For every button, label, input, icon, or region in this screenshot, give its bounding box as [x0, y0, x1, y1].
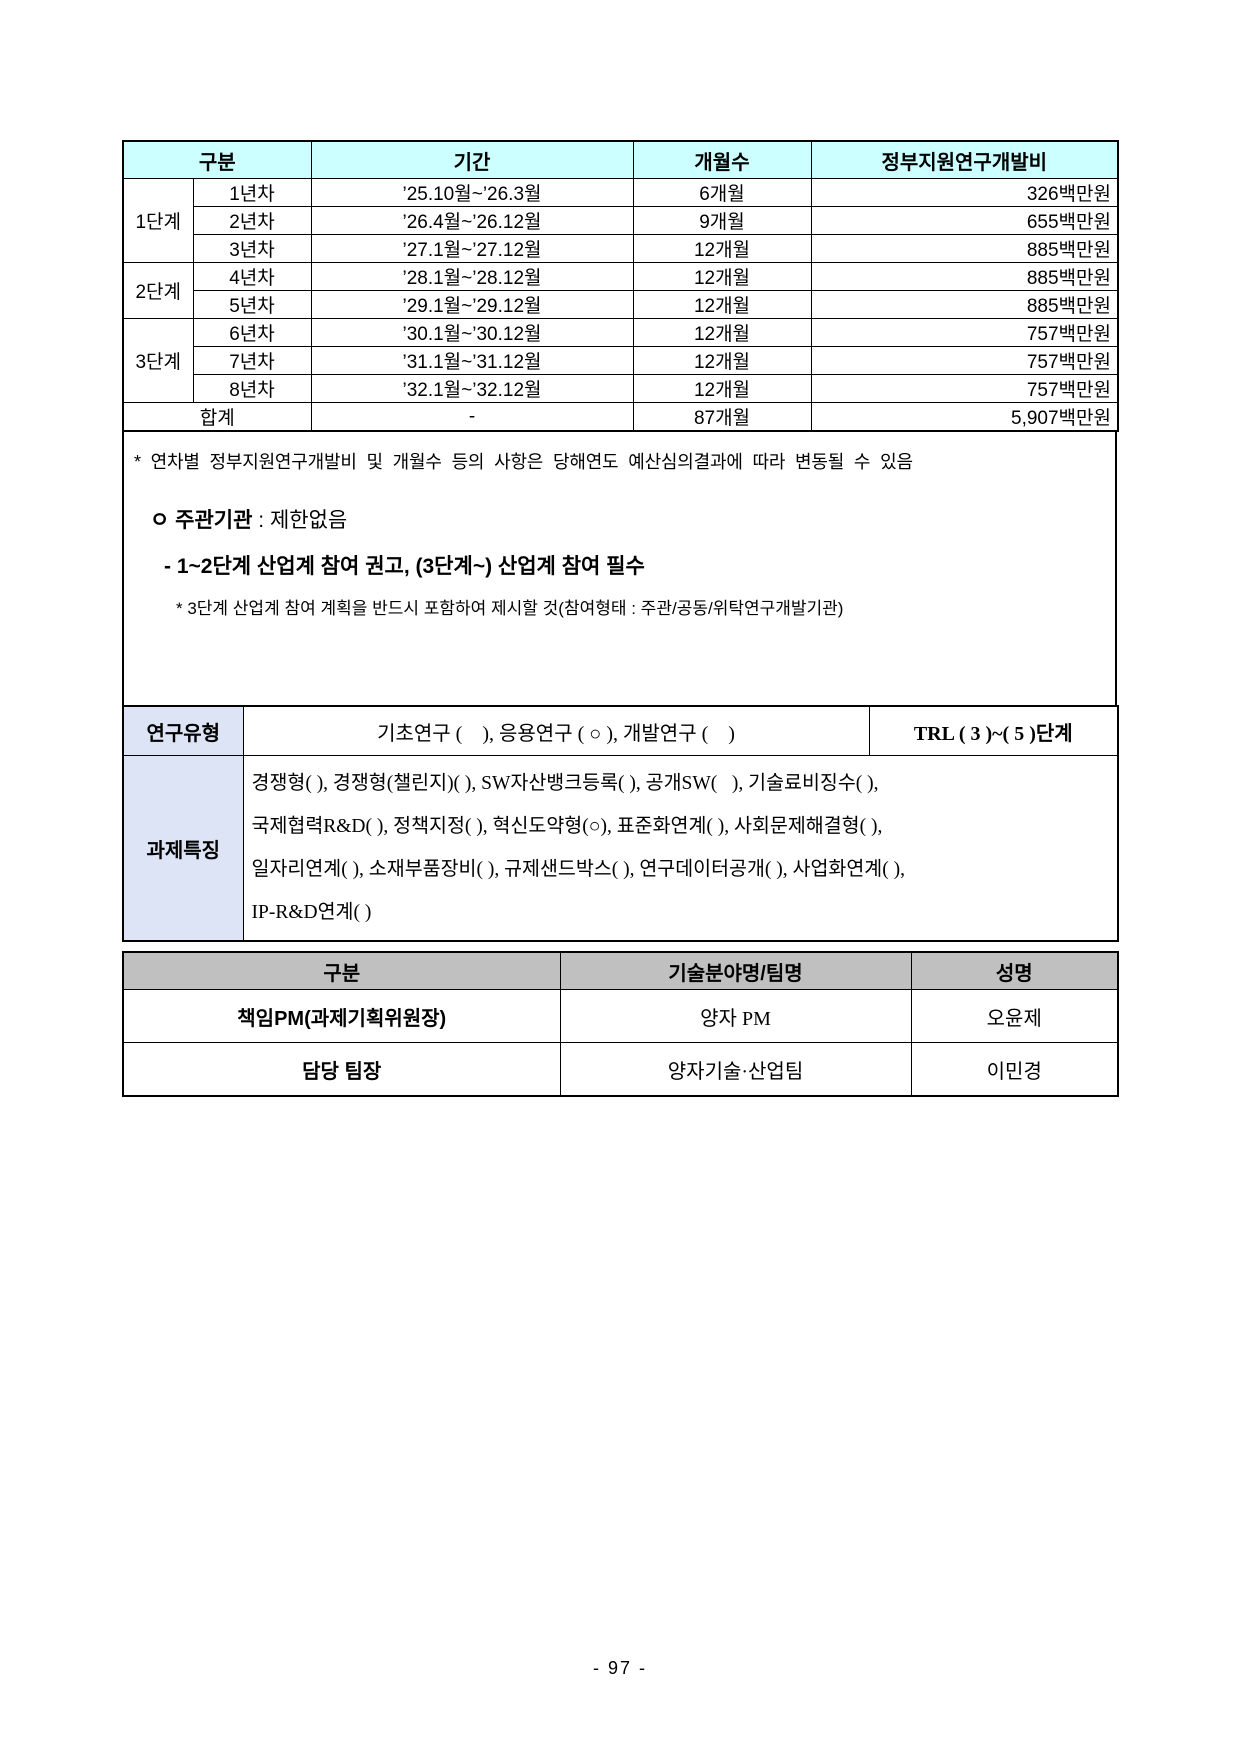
research-type-table: 연구유형 기초연구 ( ), 응용연구 ( ○ ), 개발연구 ( ) TRL …: [122, 705, 1119, 942]
pm-header-row: 구분 기술분야명/팀명 성명: [122, 951, 1119, 990]
months-cell: 12개월: [632, 374, 812, 403]
task-features-label: 과제특징: [122, 755, 244, 942]
header-gubun: 구분: [122, 140, 312, 179]
research-type-options: 기초연구 ( ), 응용연구 ( ○ ), 개발연구 ( ): [242, 705, 870, 756]
header-budget: 정부지원연구개발비: [810, 140, 1119, 179]
pm-table: 구분 기술분야명/팀명 성명 책임PM(과제기획위원장) 양자 PM 오윤제 담…: [122, 951, 1119, 1097]
pm-name-cell: 오윤제: [910, 989, 1119, 1043]
pm-row: 책임PM(과제기획위원장) 양자 PM 오윤제: [122, 989, 1119, 1043]
total-months-cell: 87개월: [632, 402, 812, 432]
budget-cell: 885백만원: [810, 262, 1119, 291]
task-features-row: 과제특징 경쟁형( ), 경쟁형(챌린지)( ), SW자산뱅크등록( ), 공…: [122, 755, 1119, 942]
pm-role-cell: 담당 팀장: [122, 1042, 561, 1097]
host-bullet: ㅇ: [150, 509, 176, 532]
period-cell: ’32.1월~’32.12월: [310, 374, 634, 403]
year-cell: 2년차: [192, 206, 312, 235]
task-features-content: 경쟁형( ), 경쟁형(챌린지)( ), SW자산뱅크등록( ), 공개SW( …: [242, 755, 1119, 942]
months-cell: 9개월: [632, 206, 812, 235]
months-cell: 12개월: [632, 346, 812, 375]
research-type-row: 연구유형 기초연구 ( ), 응용연구 ( ○ ), 개발연구 ( ) TRL …: [122, 705, 1119, 756]
months-cell: 12개월: [632, 290, 812, 319]
budget-cell: 885백만원: [810, 234, 1119, 263]
research-type-label: 연구유형: [122, 705, 244, 756]
total-row: 합계 - 87개월 5,907백만원: [122, 402, 1119, 432]
host-colon: :: [252, 509, 270, 532]
period-cell: ’26.4월~’26.12월: [310, 206, 634, 235]
budget-cell: 757백만원: [810, 374, 1119, 403]
task-features-line: 국제협력R&D( ), 정책지정( ), 혁신도약형(○), 표준화연계( ),…: [251, 816, 883, 837]
year-cell: 1년차: [192, 178, 312, 207]
host-institution-line: ㅇ 주관기관 : 제한없음: [134, 504, 1103, 534]
budget-cell: 326백만원: [810, 178, 1119, 207]
table-row: 2년차 ’26.4월~’26.12월 9개월 655백만원: [123, 206, 1119, 235]
pm-team-cell: 양자 PM: [559, 989, 912, 1043]
year-cell: 3년차: [192, 234, 312, 263]
industry-participation-note: * 3단계 산업계 참여 계획을 반드시 포함하여 제시할 것(참여형태 : 주…: [176, 599, 844, 618]
table-row: 2단계 4년차 ’28.1월~’28.12월 12개월 885백만원: [122, 262, 1119, 319]
budget-cell: 885백만원: [810, 290, 1119, 319]
schedule-table: 구분 기간 개월수 정부지원연구개발비 1단계 1년차 ’25.10월~’26.…: [122, 140, 1119, 432]
period-cell: ’25.10월~’26.3월: [310, 178, 634, 207]
budget-cell: 655백만원: [810, 206, 1119, 235]
pm-name-cell: 이민경: [910, 1042, 1119, 1097]
table-row: 3단계 6년차 ’30.1월~’30.12월 12개월 757백만원: [122, 318, 1119, 403]
header-period: 기간: [310, 140, 634, 179]
stage-cell: 1단계: [122, 178, 194, 263]
total-period-cell: -: [310, 402, 634, 432]
table-row: 7년차 ’31.1월~’31.12월 12개월 757백만원: [123, 346, 1119, 375]
pm-header-team: 기술분야명/팀명: [559, 951, 912, 990]
year-cell: 8년차: [192, 374, 312, 403]
period-cell: ’28.1월~’28.12월: [310, 262, 634, 291]
budget-variation-note: * 연차별 정부지원연구개발비 및 개월수 등의 사항은 당해연도 예산심의결과…: [134, 452, 913, 472]
year-cell: 7년차: [192, 346, 312, 375]
months-cell: 12개월: [632, 234, 812, 263]
total-label-cell: 합계: [122, 402, 312, 432]
schedule-header-row: 구분 기간 개월수 정부지원연구개발비: [122, 140, 1119, 179]
host-label: 주관기관: [175, 509, 253, 532]
period-cell: ’30.1월~’30.12월: [310, 318, 634, 347]
table-row: 3년차 ’27.1월~’27.12월 12개월 885백만원: [123, 234, 1119, 263]
stage-cell: 2단계: [122, 262, 194, 319]
industry-participation-line: - 1~2단계 산업계 참여 권고, (3단계~) 산업계 참여 필수: [164, 555, 645, 578]
table-row: 8년차 ’32.1월~’32.12월 12개월 757백만원: [123, 374, 1119, 403]
task-features-line: 일자리연계( ), 소재부품장비( ), 규제샌드박스( ), 연구데이터공개(…: [251, 859, 905, 880]
year-cell: 6년차: [192, 318, 312, 347]
total-budget-cell: 5,907백만원: [810, 402, 1119, 432]
pm-row: 담당 팀장 양자기술·산업팀 이민경: [122, 1042, 1119, 1097]
pm-header-name: 성명: [910, 951, 1119, 990]
table-row: 1단계 1년차 ’25.10월~’26.3월 6개월 326백만원: [122, 178, 1119, 263]
months-cell: 12개월: [632, 262, 812, 291]
months-cell: 6개월: [632, 178, 812, 207]
notes-section: * 연차별 정부지원연구개발비 및 개월수 등의 사항은 당해연도 예산심의결과…: [122, 432, 1117, 705]
task-features-line: IP-R&D연계( ): [251, 902, 372, 923]
table-row: 5년차 ’29.1월~’29.12월 12개월 885백만원: [123, 290, 1119, 319]
pm-team-cell: 양자기술·산업팀: [559, 1042, 912, 1097]
header-months: 개월수: [632, 140, 812, 179]
period-cell: ’31.1월~’31.12월: [310, 346, 634, 375]
budget-cell: 757백만원: [810, 346, 1119, 375]
stage-cell: 3단계: [122, 318, 194, 403]
pm-role-cell: 책임PM(과제기획위원장): [122, 989, 561, 1043]
budget-cell: 757백만원: [810, 318, 1119, 347]
period-cell: ’29.1월~’29.12월: [310, 290, 634, 319]
trl-range: TRL ( 3 )~( 5 )단계: [868, 705, 1119, 756]
year-cell: 4년차: [192, 262, 312, 291]
pm-header-gubun: 구분: [122, 951, 561, 990]
period-cell: ’27.1월~’27.12월: [310, 234, 634, 263]
task-features-line: 경쟁형( ), 경쟁형(챌린지)( ), SW자산뱅크등록( ), 공개SW( …: [251, 773, 879, 794]
host-value: 제한없음: [269, 508, 348, 532]
page-number: - 97 -: [592, 1658, 647, 1678]
document-content: 구분 기간 개월수 정부지원연구개발비 1단계 1년차 ’25.10월~’26.…: [122, 140, 1119, 1097]
months-cell: 12개월: [632, 318, 812, 347]
year-cell: 5년차: [192, 290, 312, 319]
